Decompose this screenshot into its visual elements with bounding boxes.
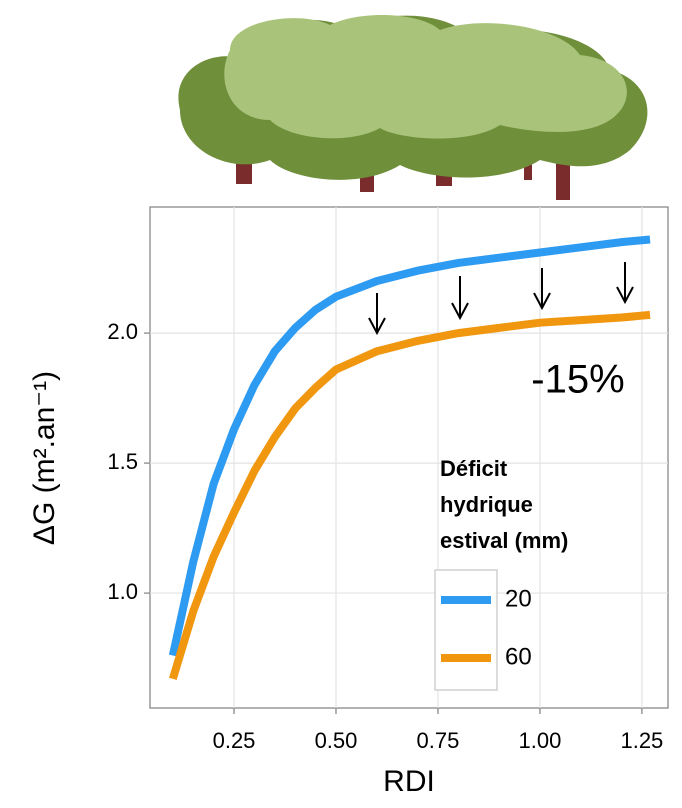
tree-illustration	[178, 15, 647, 200]
x-tick-label: 1.25	[620, 728, 663, 753]
legend-box	[435, 570, 497, 690]
legend-label: 60	[505, 643, 532, 670]
legend-label: 20	[505, 585, 532, 612]
x-tick-label: 0.75	[417, 728, 460, 753]
x-axis-title: RDI	[383, 765, 435, 798]
legend-title: hydrique	[440, 492, 533, 517]
x-tick-label: 1.00	[519, 728, 562, 753]
y-axis-title: ΔG (m².an⁻¹)	[28, 371, 61, 545]
chart: -15% Déficit hydrique estival (mm) 2060 …	[0, 0, 682, 803]
y-tick-label: 1.0	[107, 579, 138, 604]
legend-title: Déficit	[440, 456, 508, 481]
x-tick-label: 0.25	[213, 728, 256, 753]
legend-title: estival (mm)	[440, 528, 568, 553]
y-tick-label: 1.5	[107, 449, 138, 474]
annotation: -15%	[531, 358, 624, 402]
x-tick-label: 0.50	[315, 728, 358, 753]
y-tick-label: 2.0	[107, 319, 138, 344]
